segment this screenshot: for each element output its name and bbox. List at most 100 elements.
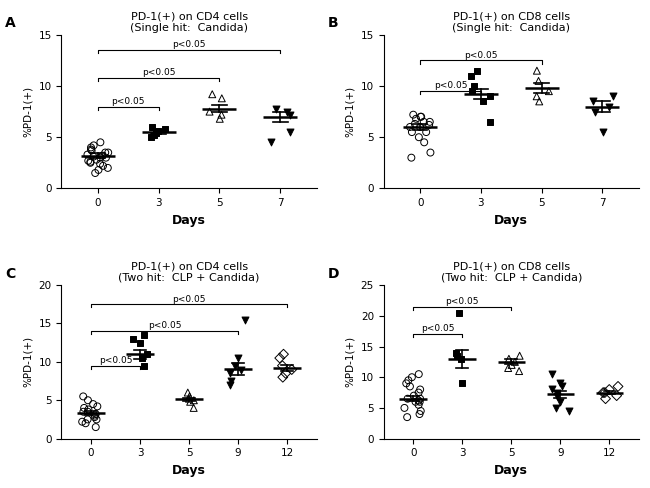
- Point: [612, 392, 622, 400]
- Point: [598, 388, 608, 396]
- Text: B: B: [328, 17, 338, 30]
- Point: [229, 362, 240, 369]
- Point: [410, 120, 420, 128]
- Point: [103, 164, 113, 172]
- Point: [414, 410, 424, 418]
- Point: [419, 118, 429, 126]
- X-axis label: Days: Days: [172, 464, 206, 477]
- Point: [280, 369, 291, 377]
- Point: [98, 152, 108, 160]
- Point: [472, 67, 482, 75]
- Point: [478, 98, 488, 105]
- Point: [547, 370, 558, 378]
- Point: [415, 386, 425, 393]
- Y-axis label: %PD-1(+): %PD-1(+): [23, 86, 33, 137]
- Point: [90, 169, 100, 177]
- Text: C: C: [5, 267, 16, 281]
- Point: [514, 352, 525, 360]
- Point: [184, 395, 194, 403]
- Point: [450, 349, 461, 357]
- Point: [415, 395, 425, 403]
- Point: [532, 92, 542, 100]
- Text: p<0.05: p<0.05: [148, 322, 181, 330]
- Point: [407, 373, 417, 381]
- Point: [188, 396, 199, 404]
- Point: [86, 145, 96, 153]
- Point: [425, 149, 436, 157]
- Point: [401, 380, 411, 387]
- Text: p<0.05: p<0.05: [434, 81, 467, 90]
- Point: [411, 115, 421, 122]
- Point: [590, 108, 600, 116]
- Point: [598, 128, 608, 136]
- Point: [83, 151, 93, 159]
- Text: D: D: [328, 267, 339, 281]
- Point: [216, 94, 227, 102]
- Point: [557, 383, 567, 390]
- Point: [128, 335, 138, 343]
- Point: [399, 404, 410, 412]
- Y-axis label: %PD-1(+): %PD-1(+): [345, 86, 355, 137]
- Point: [135, 339, 145, 346]
- Point: [613, 383, 623, 390]
- Point: [240, 316, 250, 324]
- Point: [413, 370, 424, 378]
- Point: [424, 121, 434, 129]
- Point: [188, 404, 199, 412]
- Point: [278, 373, 288, 381]
- Point: [416, 113, 426, 121]
- Point: [503, 364, 514, 372]
- Point: [552, 392, 562, 400]
- Point: [183, 388, 193, 396]
- Point: [278, 362, 288, 369]
- Point: [555, 380, 566, 387]
- Point: [413, 401, 424, 409]
- Text: p<0.05: p<0.05: [172, 295, 206, 304]
- Point: [543, 87, 554, 95]
- Point: [185, 398, 196, 406]
- Point: [160, 125, 170, 133]
- Point: [413, 397, 424, 405]
- Text: p<0.05: p<0.05: [445, 297, 479, 306]
- Title: PD-1(+) on CD8 cells
(Two hit:  CLP + Candida): PD-1(+) on CD8 cells (Two hit: CLP + Can…: [441, 262, 582, 283]
- Point: [409, 392, 419, 400]
- Point: [564, 407, 574, 415]
- Title: PD-1(+) on CD4 cells
(Two hit:  CLP + Candida): PD-1(+) on CD4 cells (Two hit: CLP + Can…: [118, 262, 260, 283]
- Point: [153, 127, 163, 135]
- Point: [551, 388, 562, 396]
- Point: [406, 154, 417, 162]
- Point: [421, 128, 432, 136]
- Point: [469, 82, 480, 90]
- Point: [415, 398, 425, 406]
- Point: [91, 415, 101, 423]
- Title: PD-1(+) on CD8 cells
(Single hit:  Candida): PD-1(+) on CD8 cells (Single hit: Candid…: [452, 11, 570, 33]
- Point: [77, 418, 87, 426]
- Point: [149, 131, 159, 139]
- Point: [265, 139, 276, 146]
- Point: [233, 354, 244, 362]
- Point: [534, 98, 545, 105]
- Point: [285, 128, 295, 136]
- Point: [90, 413, 100, 421]
- Text: p<0.05: p<0.05: [99, 356, 132, 365]
- Point: [457, 380, 467, 387]
- Point: [466, 72, 476, 80]
- Point: [85, 158, 96, 165]
- Point: [137, 354, 148, 362]
- Point: [604, 102, 614, 110]
- Point: [86, 146, 97, 154]
- Point: [600, 388, 610, 396]
- Point: [235, 366, 246, 373]
- Point: [281, 108, 292, 116]
- Point: [413, 388, 424, 396]
- Point: [456, 355, 466, 363]
- Point: [604, 386, 614, 393]
- Point: [83, 415, 93, 423]
- Point: [452, 352, 463, 360]
- Point: [415, 113, 426, 121]
- Point: [588, 98, 599, 105]
- Point: [419, 139, 430, 146]
- Point: [274, 354, 285, 362]
- Point: [95, 154, 105, 162]
- Point: [484, 118, 495, 126]
